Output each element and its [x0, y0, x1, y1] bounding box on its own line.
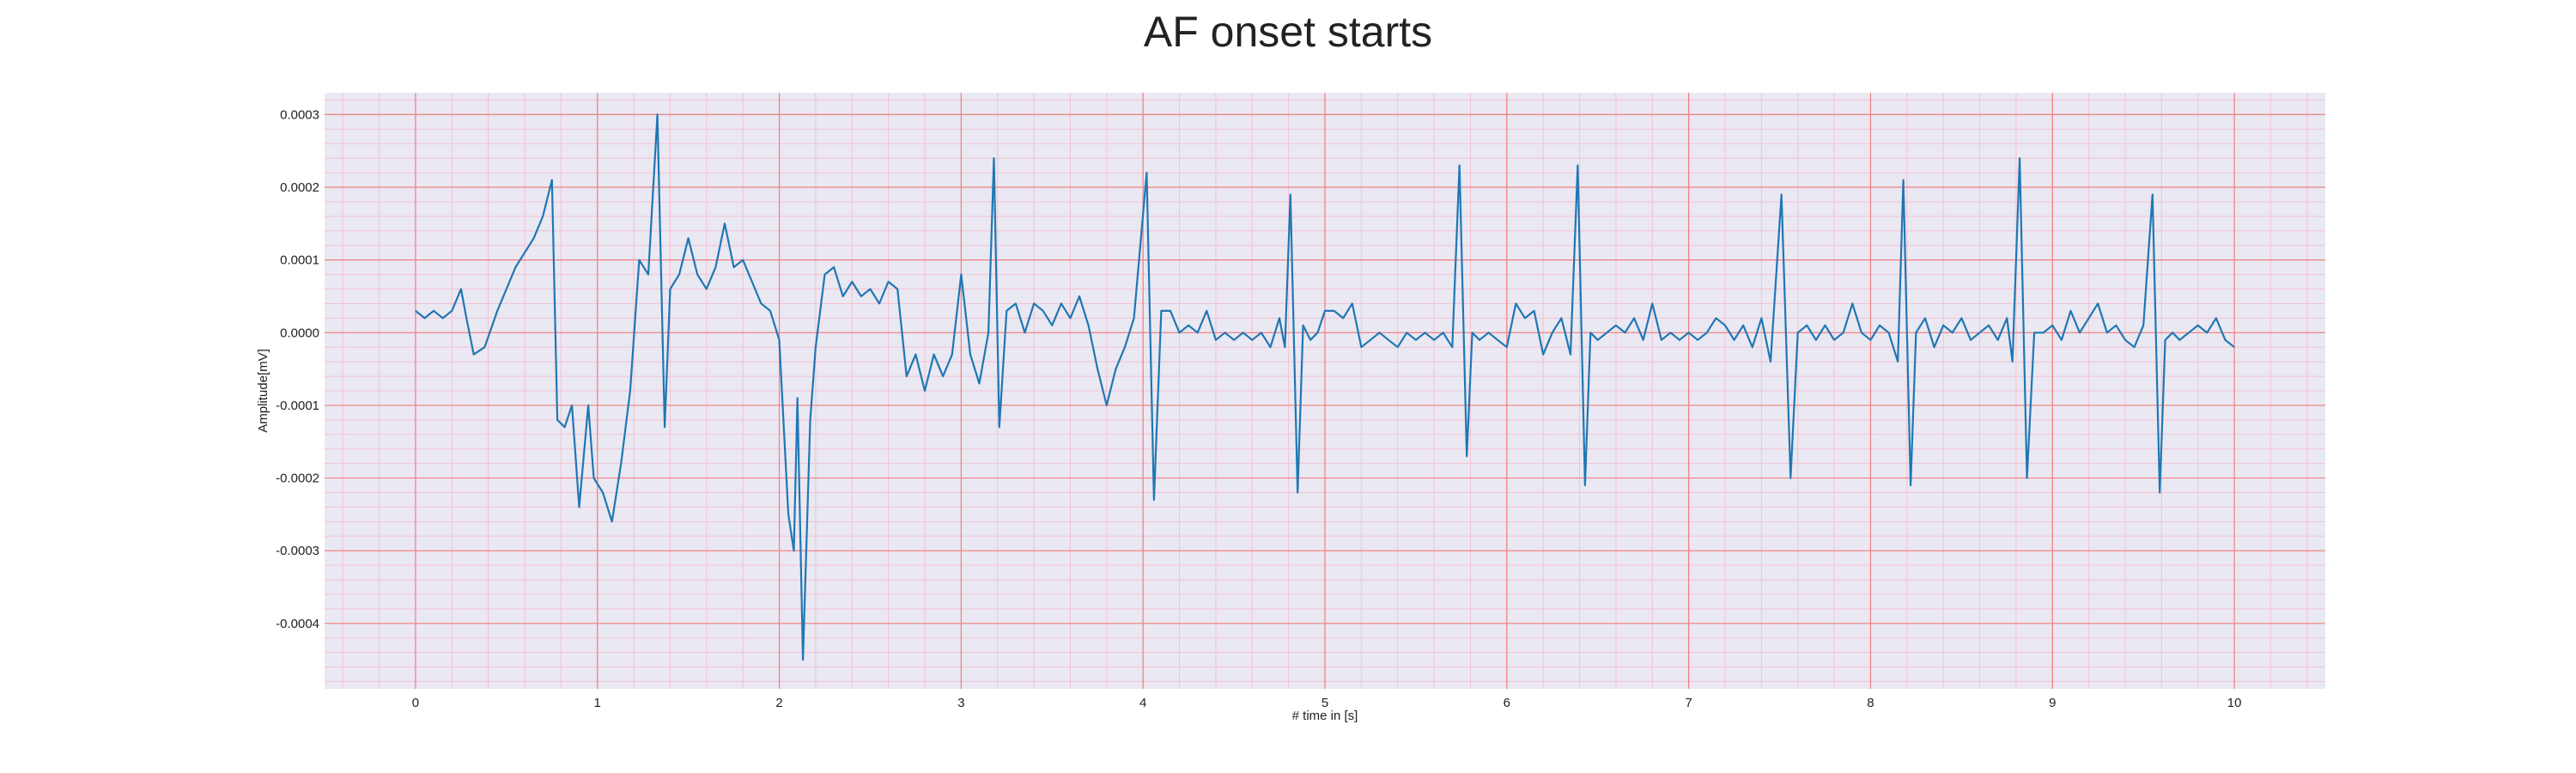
y-tick-label: 0.0002 — [280, 180, 319, 195]
y-tick-label: -0.0001 — [276, 399, 319, 413]
y-tick-label: 0.0000 — [280, 326, 319, 340]
x-tick-label: 7 — [1685, 696, 1692, 710]
series-layer — [415, 113, 2235, 661]
y-tick-label: -0.0004 — [276, 617, 319, 631]
x-tick-label: 0 — [412, 696, 419, 710]
major-grid — [325, 93, 2325, 689]
x-axis-ticks: 0 1 2 3 4 5 6 7 8 9 10 — [412, 696, 2242, 710]
ecg-signal-line — [415, 113, 2235, 661]
chart-title: AF onset starts — [1143, 8, 1433, 56]
x-tick-label: 6 — [1504, 696, 1510, 710]
y-tick-label: -0.0003 — [276, 544, 319, 558]
x-tick-label: 8 — [1867, 696, 1874, 710]
x-tick-label: 2 — [775, 696, 782, 710]
x-tick-label: 3 — [957, 696, 964, 710]
y-tick-label: 0.0003 — [280, 107, 319, 122]
x-tick-label: 1 — [594, 696, 601, 710]
x-axis-label: # time in [s] — [1292, 709, 1358, 723]
x-tick-label: 10 — [2227, 696, 2242, 710]
x-tick-label: 5 — [1321, 696, 1328, 710]
x-tick-label: 9 — [2049, 696, 2056, 710]
y-axis-label: Amplitude[mV] — [256, 349, 270, 433]
y-tick-label: 0.0001 — [280, 253, 319, 268]
x-tick-label: 4 — [1139, 696, 1146, 710]
y-axis-ticks: 0.0003 0.0002 0.0001 0.0000 -0.0001 -0.0002 -0… — [276, 107, 319, 630]
y-tick-label: -0.0002 — [276, 472, 319, 486]
